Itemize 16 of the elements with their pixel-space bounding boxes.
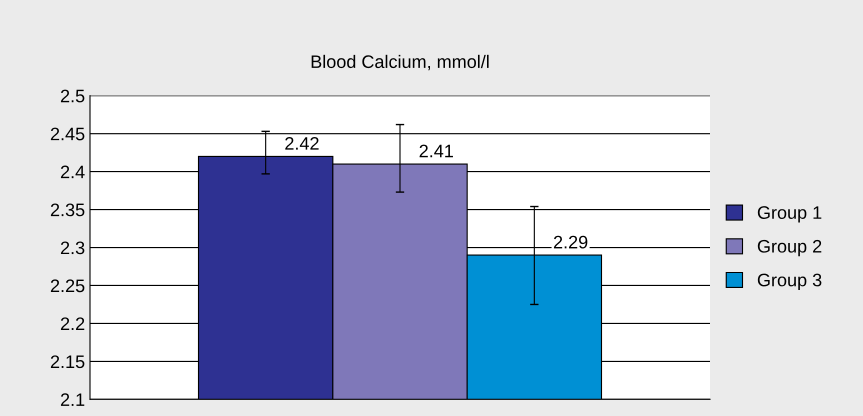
data-label: 2.42 — [285, 137, 319, 150]
data-label: 2.29 — [554, 236, 588, 249]
y-tick-label: 2.4 — [60, 166, 85, 178]
legend-label: Group 3 — [758, 274, 822, 290]
y-tick-label: 2.1 — [60, 393, 84, 406]
y-tick-label: 2.2 — [60, 317, 84, 330]
legend-label: Group 2 — [758, 240, 822, 256]
data-label: 2.41 — [420, 144, 453, 158]
y-tick-label: 2.15 — [50, 355, 84, 368]
y-tick-label: 2.35 — [50, 203, 84, 216]
chart-title: Blood Calcium, mmol/l — [312, 54, 489, 70]
y-tick-label: 2.5 — [60, 90, 84, 102]
y-tick-label: 2.45 — [50, 128, 84, 140]
legend-label: Group 1 — [758, 206, 822, 223]
y-tick-label: 2.25 — [50, 279, 84, 292]
y-tick-label: 2.3 — [60, 241, 84, 254]
